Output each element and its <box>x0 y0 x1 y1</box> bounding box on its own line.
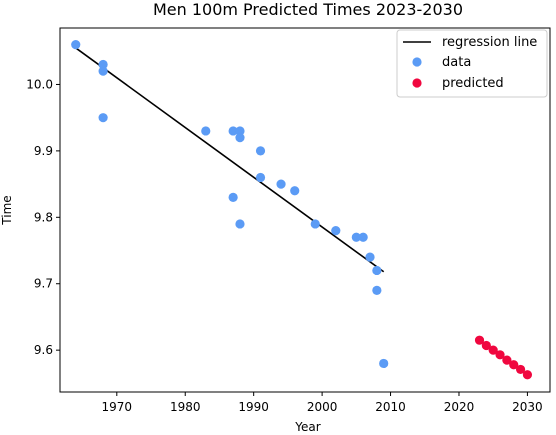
data-point <box>71 40 81 50</box>
y-tick-label: 9.6 <box>34 343 53 357</box>
data-point <box>201 126 211 136</box>
predicted-point <box>488 345 498 355</box>
predicted-point <box>502 355 512 365</box>
x-tick-label: 2020 <box>444 400 475 414</box>
predicted-point <box>522 370 533 380</box>
data-point <box>255 172 266 183</box>
legend-regression-label: regression line <box>442 35 537 50</box>
x-tick-label: 1970 <box>102 400 133 414</box>
data-point <box>98 66 108 76</box>
data-point <box>351 232 361 242</box>
legend-box <box>396 29 548 98</box>
data-point <box>276 179 286 189</box>
x-tick-label: 2000 <box>307 400 338 414</box>
y-tick-label: 9.7 <box>34 277 53 291</box>
y-tick-label: 9.9 <box>34 144 53 158</box>
chart-title: Men 100m Predicted Times 2023-2030 <box>153 0 463 19</box>
data-point <box>228 126 238 136</box>
data-point <box>290 186 300 196</box>
legend-data-label: data <box>442 55 471 70</box>
x-tick-label: 1990 <box>238 400 269 414</box>
legend: regression line data predicted <box>396 29 548 98</box>
data-point <box>372 265 382 276</box>
data-point <box>235 132 245 143</box>
data-point <box>310 219 320 229</box>
x-tick-label: 2030 <box>512 400 543 414</box>
data-point <box>379 358 389 369</box>
data-point <box>372 285 382 295</box>
x-axis: 1970 1980 1990 2000 2010 2020 2030 <box>102 392 543 414</box>
predicted-point <box>495 350 505 360</box>
data-point <box>98 113 108 123</box>
predicted-point <box>481 340 491 351</box>
predicted-point <box>509 360 519 370</box>
legend-data-marker <box>412 57 422 67</box>
data-point <box>98 59 108 70</box>
data-point <box>365 252 375 262</box>
x-tick-label: 2010 <box>375 400 406 414</box>
y-axis-label: Time <box>0 195 14 225</box>
y-tick-label: 10.0 <box>26 77 53 91</box>
data-point <box>331 225 341 236</box>
y-tick-label: 9.8 <box>34 210 53 224</box>
predicted-point <box>474 335 485 345</box>
predicted-point <box>515 364 526 375</box>
data-point <box>358 232 368 242</box>
legend-predicted-marker <box>412 78 422 88</box>
y-axis: 9.6 9.7 9.8 9.9 10.0 <box>26 77 60 357</box>
x-tick-label: 1980 <box>170 400 201 414</box>
x-axis-label: Year <box>294 420 320 434</box>
plot-frame <box>59 27 551 393</box>
data-point <box>235 219 245 229</box>
data-point <box>228 192 238 202</box>
regression-line <box>75 47 385 273</box>
data-point <box>255 146 266 156</box>
data-point <box>235 126 245 136</box>
plot-area <box>71 40 533 380</box>
legend-predicted-label: predicted <box>442 76 504 91</box>
